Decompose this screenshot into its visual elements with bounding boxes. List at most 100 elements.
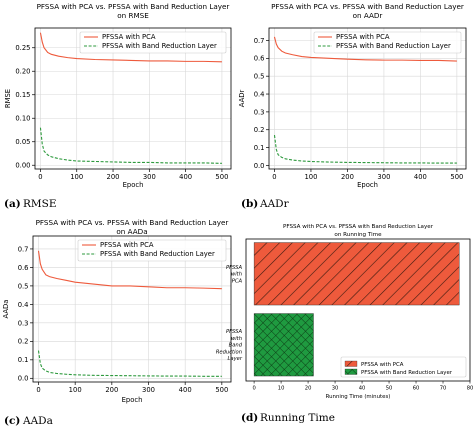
bar-pca [253,242,460,306]
panel-rmse: PFSSA with PCA vs. PFSSA with Band Reduc… [4,2,232,210]
x-axis-label: Running Time (minutes) [326,394,391,400]
chart-title-line: on RMSE [117,11,149,20]
x-tick-label: 300 [142,386,155,394]
x-tick-label: 40 [359,386,366,392]
x-axis-label: Epoch [122,396,143,404]
y-tick-label: 0.4 [18,301,29,309]
series-line-brl [39,127,222,164]
x-tick-label: 500 [450,173,463,181]
y-tick-label: 0.5 [254,73,265,81]
chart-title-line: on AADa [116,227,147,236]
caption-letter: (a) [4,198,21,210]
category-label-line: PFSSA [226,329,243,335]
x-tick-label: 70 [440,386,447,392]
category-label-line: PFSSA [226,265,243,271]
series-line-brl [273,135,457,164]
y-tick-label: 0.6 [18,264,29,272]
y-tick-label: 0.0 [18,375,29,383]
legend-label: PFSSA with Band Reduction Layer [361,370,453,376]
legend-box [79,31,227,54]
legend-label: PFSSA with PCA [361,362,404,368]
category-label-line: with [231,336,242,342]
y-tick-label: 0.5 [18,282,29,290]
series-line-pca [39,32,222,63]
y-tick-label: 0.15 [15,91,30,99]
x-tick-label: 0 [252,386,255,392]
x-tick-label: 0 [36,386,40,394]
legend-swatch-brl [344,368,358,375]
chart-title-line: PFSSA with PCA vs. PFSSA with Band Reduc… [283,224,434,230]
x-tick-label: 0 [272,173,276,181]
category-label-line: Band [229,343,243,349]
legend-swatch-pca [344,360,358,367]
y-tick-label: 0.2 [18,338,29,346]
chart-title-line: on AADr [353,11,383,20]
caption-text: AADr [259,198,290,210]
axes-frame [268,27,467,170]
chart-title-line: on Running Time [334,232,382,238]
x-tick-label: 20 [305,386,312,392]
x-tick-label: 200 [341,173,354,181]
y-tick-label: 0.1 [18,356,29,364]
x-tick-label: 50 [386,386,393,392]
y-tick-label: 0.3 [254,108,265,116]
series-line-brl [37,350,222,377]
y-tick-label: 0.00 [15,162,30,170]
x-tick-label: 200 [107,173,120,181]
caption-text: RMSE [23,198,57,210]
panel-aada: PFSSA with PCA vs. PFSSA with Band Reduc… [2,218,232,427]
x-axis-label: Epoch [357,181,378,189]
series-line-pca [273,36,457,62]
y-tick-label: 0.7 [254,37,265,45]
legend-label: PFSSA with Band Reduction Layer [336,42,451,50]
y-axis-label: AADr [238,90,246,108]
x-tick-label: 400 [179,386,192,394]
y-axis-label: RMSE [4,89,12,108]
axes-frame [34,27,232,170]
legend-label: PFSSA with Band Reduction Layer [100,250,215,258]
panel-aadr: PFSSA with PCA vs. PFSSA with Band Reduc… [238,2,467,210]
x-tick-label: 500 [215,386,228,394]
caption-letter: (c) [4,415,20,427]
category-label-line: Layer [228,356,243,362]
x-tick-label: 100 [69,386,82,394]
chart-title-line: PFSSA with PCA vs. PFSSA with Band Reduc… [37,2,230,11]
x-tick-label: 60 [413,386,420,392]
y-tick-label: 0.2 [254,126,265,134]
legend-box [77,239,227,262]
bar-brl [253,313,314,377]
y-tick-label: 0.6 [254,55,265,63]
y-tick-label: 0.10 [15,115,30,123]
chart-title-line: PFSSA with PCA vs. PFSSA with Band Reduc… [271,2,464,11]
x-tick-label: 200 [105,386,118,394]
x-tick-label: 30 [332,386,339,392]
caption-text: AADa [22,415,53,427]
chart-title-line: PFSSA with PCA vs. PFSSA with Band Reduc… [36,218,229,227]
caption-text: Running Time [260,412,335,424]
legend-label: PFSSA with Band Reduction Layer [102,42,217,50]
legend-box [313,31,462,54]
legend-label: PFSSA with PCA [102,33,156,41]
y-tick-label: 0.25 [15,44,30,52]
x-axis-label: Epoch [123,181,144,189]
y-axis-label: AADa [2,300,10,319]
legend-label: PFSSA with PCA [336,33,390,41]
caption-letter: (d) [241,412,258,424]
x-tick-label: 400 [179,173,192,181]
x-tick-label: 80 [467,386,474,392]
y-tick-label: 0.7 [18,245,29,253]
category-label-line: Reduction [216,349,242,355]
x-tick-label: 10 [278,386,285,392]
x-tick-label: 300 [377,173,390,181]
x-tick-label: 0 [38,173,42,181]
y-tick-label: 0.05 [15,138,30,146]
y-tick-label: 0.1 [254,144,265,152]
y-tick-label: 0.4 [254,90,265,98]
x-tick-label: 500 [215,173,228,181]
x-tick-label: 100 [304,173,317,181]
y-tick-label: 0.20 [15,68,30,76]
x-tick-label: 100 [70,173,83,181]
panel-running-time: PFSSA with PCA vs. PFSSA with Band Reduc… [216,224,473,424]
legend-box [340,356,467,378]
